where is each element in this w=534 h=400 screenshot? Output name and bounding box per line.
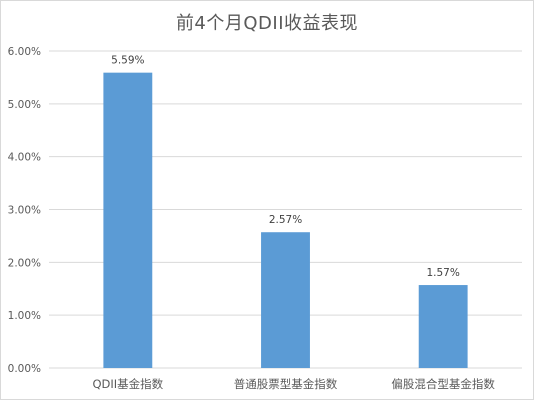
chart-title: 前4个月QDII收益表现 xyxy=(175,13,359,34)
data-label: 2.57% xyxy=(269,214,302,226)
x-category-label: 偏股混合型基金指数 xyxy=(391,377,495,391)
bar xyxy=(103,72,153,368)
y-tick-label: 3.00% xyxy=(8,205,41,217)
y-tick-label: 1.00% xyxy=(8,310,41,322)
data-label: 1.57% xyxy=(426,267,459,279)
y-tick-label: 5.00% xyxy=(8,99,41,111)
data-label: 5.59% xyxy=(111,55,144,67)
y-tick-label: 2.00% xyxy=(8,257,41,269)
x-category-label: 普通股票型基金指数 xyxy=(234,377,338,391)
y-tick-label: 4.00% xyxy=(8,152,41,164)
bar xyxy=(261,232,310,368)
x-category-label: QDII基金指数 xyxy=(92,377,163,391)
y-tick-label: 6.00% xyxy=(8,46,41,58)
bar xyxy=(418,285,468,368)
y-tick-label: 0.00% xyxy=(8,363,41,375)
